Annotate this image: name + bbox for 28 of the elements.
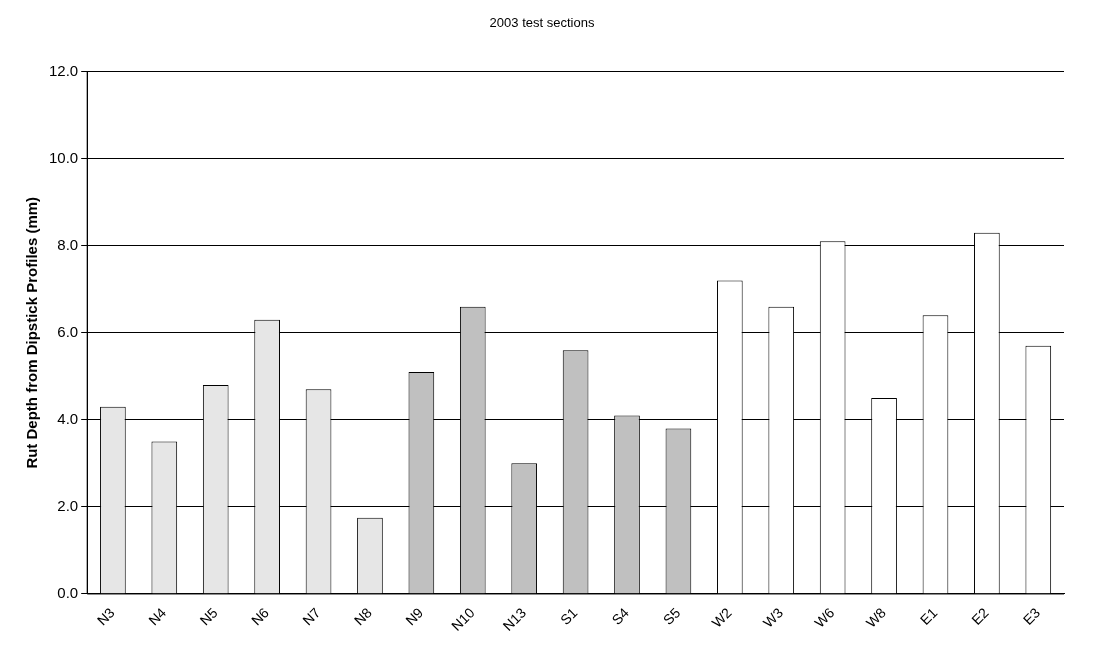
x-tick-label: E3: [1019, 604, 1044, 628]
x-tick-label: S4: [608, 604, 633, 628]
x-tick-label: N3: [93, 604, 118, 629]
x-tick-label: N10: [448, 604, 478, 634]
y-axis-title: Rut Depth from Dipstick Profiles (mm): [23, 196, 41, 469]
x-tick-label: N5: [196, 604, 221, 629]
x-tick-label: N9: [402, 604, 427, 629]
x-tick-label: W6: [811, 604, 838, 631]
y-tick-label: 12.0: [48, 61, 79, 79]
x-tick-label: E2: [968, 604, 992, 628]
x-tick-label: W8: [862, 604, 890, 631]
x-tick-label: N6: [248, 604, 273, 629]
x-tick-label: N8: [350, 604, 375, 629]
y-tick-label: 4.0: [57, 409, 79, 427]
x-tick-label: N7: [299, 604, 324, 629]
y-tick-label: 0.0: [57, 584, 79, 602]
y-tick-label: 6.0: [57, 322, 79, 340]
chart-title: 2003 test sections: [489, 15, 595, 31]
y-tick-label: 8.0: [57, 235, 79, 253]
x-tick-label: W3: [759, 604, 787, 631]
x-tick-label: N4: [145, 604, 170, 629]
x-tick-label: S1: [557, 604, 581, 628]
x-tick-label: W2: [708, 604, 735, 631]
y-tick-label: 10.0: [48, 148, 79, 166]
x-tick-label: N13: [499, 604, 530, 634]
x-tick-label: S5: [659, 604, 684, 628]
x-tick-label: E1: [916, 604, 941, 628]
y-tick-label: 2.0: [57, 497, 79, 515]
